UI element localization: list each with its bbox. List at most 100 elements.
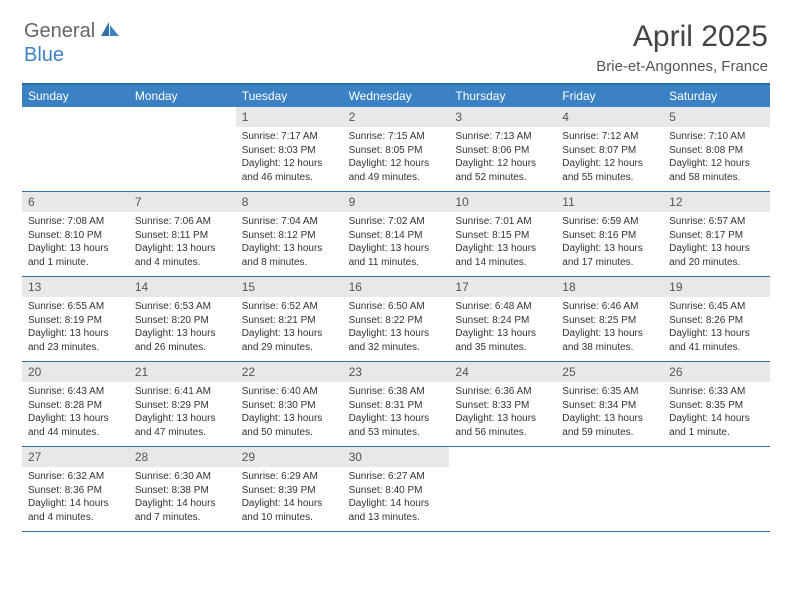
day-cell: 1Sunrise: 7:17 AMSunset: 8:03 PMDaylight… (236, 107, 343, 191)
day-content: Sunrise: 7:10 AMSunset: 8:08 PMDaylight:… (663, 127, 770, 188)
day-header: Friday (556, 85, 663, 107)
day-content: Sunrise: 6:36 AMSunset: 8:33 PMDaylight:… (449, 382, 556, 443)
daylight-line: Daylight: 13 hours and 11 minutes. (349, 242, 444, 269)
sunrise-line: Sunrise: 6:27 AM (349, 470, 444, 484)
day-header: Saturday (663, 85, 770, 107)
logo-text-general: General (24, 20, 95, 43)
day-content: Sunrise: 7:13 AMSunset: 8:06 PMDaylight:… (449, 127, 556, 188)
logo-text-blue: Blue (24, 44, 64, 66)
daylight-line: Daylight: 12 hours and 52 minutes. (455, 157, 550, 184)
day-number: 30 (343, 447, 450, 467)
day-content: Sunrise: 6:35 AMSunset: 8:34 PMDaylight:… (556, 382, 663, 443)
day-number: 3 (449, 107, 556, 127)
sunset-line: Sunset: 8:22 PM (349, 314, 444, 328)
day-number: 16 (343, 277, 450, 297)
sunset-line: Sunset: 8:21 PM (242, 314, 337, 328)
day-content: Sunrise: 6:33 AMSunset: 8:35 PMDaylight:… (663, 382, 770, 443)
day-content: Sunrise: 6:59 AMSunset: 8:16 PMDaylight:… (556, 212, 663, 273)
day-cell: 7Sunrise: 7:06 AMSunset: 8:11 PMDaylight… (129, 192, 236, 276)
day-content: Sunrise: 7:02 AMSunset: 8:14 PMDaylight:… (343, 212, 450, 273)
sunset-line: Sunset: 8:36 PM (28, 484, 123, 498)
day-cell: 5Sunrise: 7:10 AMSunset: 8:08 PMDaylight… (663, 107, 770, 191)
day-content: Sunrise: 6:53 AMSunset: 8:20 PMDaylight:… (129, 297, 236, 358)
day-cell: 25Sunrise: 6:35 AMSunset: 8:34 PMDayligh… (556, 362, 663, 446)
daylight-line: Daylight: 13 hours and 14 minutes. (455, 242, 550, 269)
sunset-line: Sunset: 8:05 PM (349, 144, 444, 158)
day-content: Sunrise: 6:27 AMSunset: 8:40 PMDaylight:… (343, 467, 450, 528)
sunrise-line: Sunrise: 7:08 AM (28, 215, 123, 229)
day-number: 7 (129, 192, 236, 212)
daylight-line: Daylight: 13 hours and 50 minutes. (242, 412, 337, 439)
daylight-line: Daylight: 13 hours and 32 minutes. (349, 327, 444, 354)
day-cell: 29Sunrise: 6:29 AMSunset: 8:39 PMDayligh… (236, 447, 343, 531)
day-cell: 23Sunrise: 6:38 AMSunset: 8:31 PMDayligh… (343, 362, 450, 446)
sunrise-line: Sunrise: 6:59 AM (562, 215, 657, 229)
day-content: Sunrise: 7:08 AMSunset: 8:10 PMDaylight:… (22, 212, 129, 273)
day-cell: 28Sunrise: 6:30 AMSunset: 8:38 PMDayligh… (129, 447, 236, 531)
day-content: Sunrise: 6:52 AMSunset: 8:21 PMDaylight:… (236, 297, 343, 358)
sunset-line: Sunset: 8:06 PM (455, 144, 550, 158)
sunset-line: Sunset: 8:15 PM (455, 229, 550, 243)
sunrise-line: Sunrise: 6:30 AM (135, 470, 230, 484)
sunrise-line: Sunrise: 7:04 AM (242, 215, 337, 229)
day-content: Sunrise: 6:41 AMSunset: 8:29 PMDaylight:… (129, 382, 236, 443)
sunrise-line: Sunrise: 7:15 AM (349, 130, 444, 144)
daylight-line: Daylight: 12 hours and 55 minutes. (562, 157, 657, 184)
day-number: 6 (22, 192, 129, 212)
day-header-row: Sunday Monday Tuesday Wednesday Thursday… (22, 85, 770, 107)
day-number: 24 (449, 362, 556, 382)
daylight-line: Daylight: 13 hours and 4 minutes. (135, 242, 230, 269)
day-cell (449, 447, 556, 531)
calendar: Sunday Monday Tuesday Wednesday Thursday… (22, 83, 770, 532)
day-number: 27 (22, 447, 129, 467)
daylight-line: Daylight: 13 hours and 29 minutes. (242, 327, 337, 354)
day-content: Sunrise: 7:12 AMSunset: 8:07 PMDaylight:… (556, 127, 663, 188)
day-header: Thursday (449, 85, 556, 107)
sunset-line: Sunset: 8:14 PM (349, 229, 444, 243)
day-content: Sunrise: 6:38 AMSunset: 8:31 PMDaylight:… (343, 382, 450, 443)
day-number: 21 (129, 362, 236, 382)
sunrise-line: Sunrise: 6:38 AM (349, 385, 444, 399)
day-number: 22 (236, 362, 343, 382)
day-number: 15 (236, 277, 343, 297)
daylight-line: Daylight: 12 hours and 49 minutes. (349, 157, 444, 184)
day-content: Sunrise: 7:15 AMSunset: 8:05 PMDaylight:… (343, 127, 450, 188)
sunrise-line: Sunrise: 6:46 AM (562, 300, 657, 314)
day-content: Sunrise: 7:01 AMSunset: 8:15 PMDaylight:… (449, 212, 556, 273)
day-content: Sunrise: 7:06 AMSunset: 8:11 PMDaylight:… (129, 212, 236, 273)
day-cell: 17Sunrise: 6:48 AMSunset: 8:24 PMDayligh… (449, 277, 556, 361)
sunrise-line: Sunrise: 6:52 AM (242, 300, 337, 314)
day-cell: 22Sunrise: 6:40 AMSunset: 8:30 PMDayligh… (236, 362, 343, 446)
daylight-line: Daylight: 13 hours and 53 minutes. (349, 412, 444, 439)
day-cell: 13Sunrise: 6:55 AMSunset: 8:19 PMDayligh… (22, 277, 129, 361)
sunset-line: Sunset: 8:28 PM (28, 399, 123, 413)
week-row: 1Sunrise: 7:17 AMSunset: 8:03 PMDaylight… (22, 107, 770, 192)
day-number: 18 (556, 277, 663, 297)
day-number: 25 (556, 362, 663, 382)
sunset-line: Sunset: 8:34 PM (562, 399, 657, 413)
sunrise-line: Sunrise: 6:36 AM (455, 385, 550, 399)
day-number: 17 (449, 277, 556, 297)
sunset-line: Sunset: 8:11 PM (135, 229, 230, 243)
daylight-line: Daylight: 14 hours and 7 minutes. (135, 497, 230, 524)
logo-blue-wrap: Blue (24, 44, 64, 67)
daylight-line: Daylight: 12 hours and 46 minutes. (242, 157, 337, 184)
day-content: Sunrise: 7:04 AMSunset: 8:12 PMDaylight:… (236, 212, 343, 273)
sunrise-line: Sunrise: 6:55 AM (28, 300, 123, 314)
sunrise-line: Sunrise: 6:32 AM (28, 470, 123, 484)
sunset-line: Sunset: 8:24 PM (455, 314, 550, 328)
daylight-line: Daylight: 14 hours and 4 minutes. (28, 497, 123, 524)
day-number: 13 (22, 277, 129, 297)
day-number: 26 (663, 362, 770, 382)
day-content: Sunrise: 6:30 AMSunset: 8:38 PMDaylight:… (129, 467, 236, 528)
daylight-line: Daylight: 13 hours and 35 minutes. (455, 327, 550, 354)
day-cell: 20Sunrise: 6:43 AMSunset: 8:28 PMDayligh… (22, 362, 129, 446)
week-row: 20Sunrise: 6:43 AMSunset: 8:28 PMDayligh… (22, 362, 770, 447)
day-cell (663, 447, 770, 531)
day-cell: 19Sunrise: 6:45 AMSunset: 8:26 PMDayligh… (663, 277, 770, 361)
sunrise-line: Sunrise: 7:06 AM (135, 215, 230, 229)
day-content: Sunrise: 6:32 AMSunset: 8:36 PMDaylight:… (22, 467, 129, 528)
day-content: Sunrise: 6:29 AMSunset: 8:39 PMDaylight:… (236, 467, 343, 528)
weeks-container: 1Sunrise: 7:17 AMSunset: 8:03 PMDaylight… (22, 107, 770, 532)
sunrise-line: Sunrise: 6:43 AM (28, 385, 123, 399)
